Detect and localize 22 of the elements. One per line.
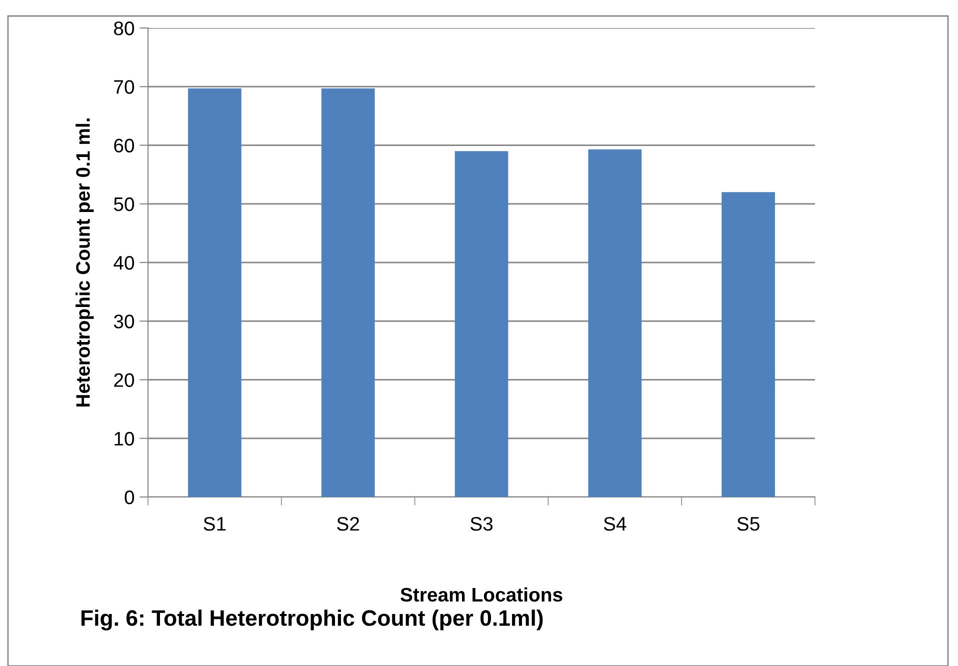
y-tick-label: 30	[114, 314, 134, 328]
bar	[454, 151, 508, 497]
bar	[588, 149, 642, 497]
y-tick-label: 80	[114, 21, 134, 36]
x-tick-label: S1	[204, 516, 226, 531]
bar	[321, 88, 375, 497]
text: Fig. 6: Total Heterotrophic Count (per 0.1ml)	[81, 610, 543, 630]
y-tick-label: 60	[114, 138, 134, 152]
y-tick-label: 70	[114, 80, 134, 94]
bar	[722, 192, 775, 497]
x-tick-label: S5	[737, 516, 760, 531]
x-axis-title: Stream Locations	[400, 587, 562, 602]
x-tick-label: S3	[470, 516, 493, 531]
x-tick-label: S4	[604, 516, 626, 531]
y-tick-label: 20	[114, 373, 134, 387]
y-tick-label: 40	[114, 256, 134, 270]
y-tick-label: 0	[124, 490, 134, 504]
x-tick-label: S2	[337, 516, 360, 531]
y-axis-title: Heterotrophic Count per 0.1 ml.	[76, 118, 94, 407]
y-tick-label: 10	[114, 432, 134, 446]
bar	[188, 88, 242, 497]
y-tick-label: 50	[114, 197, 134, 212]
